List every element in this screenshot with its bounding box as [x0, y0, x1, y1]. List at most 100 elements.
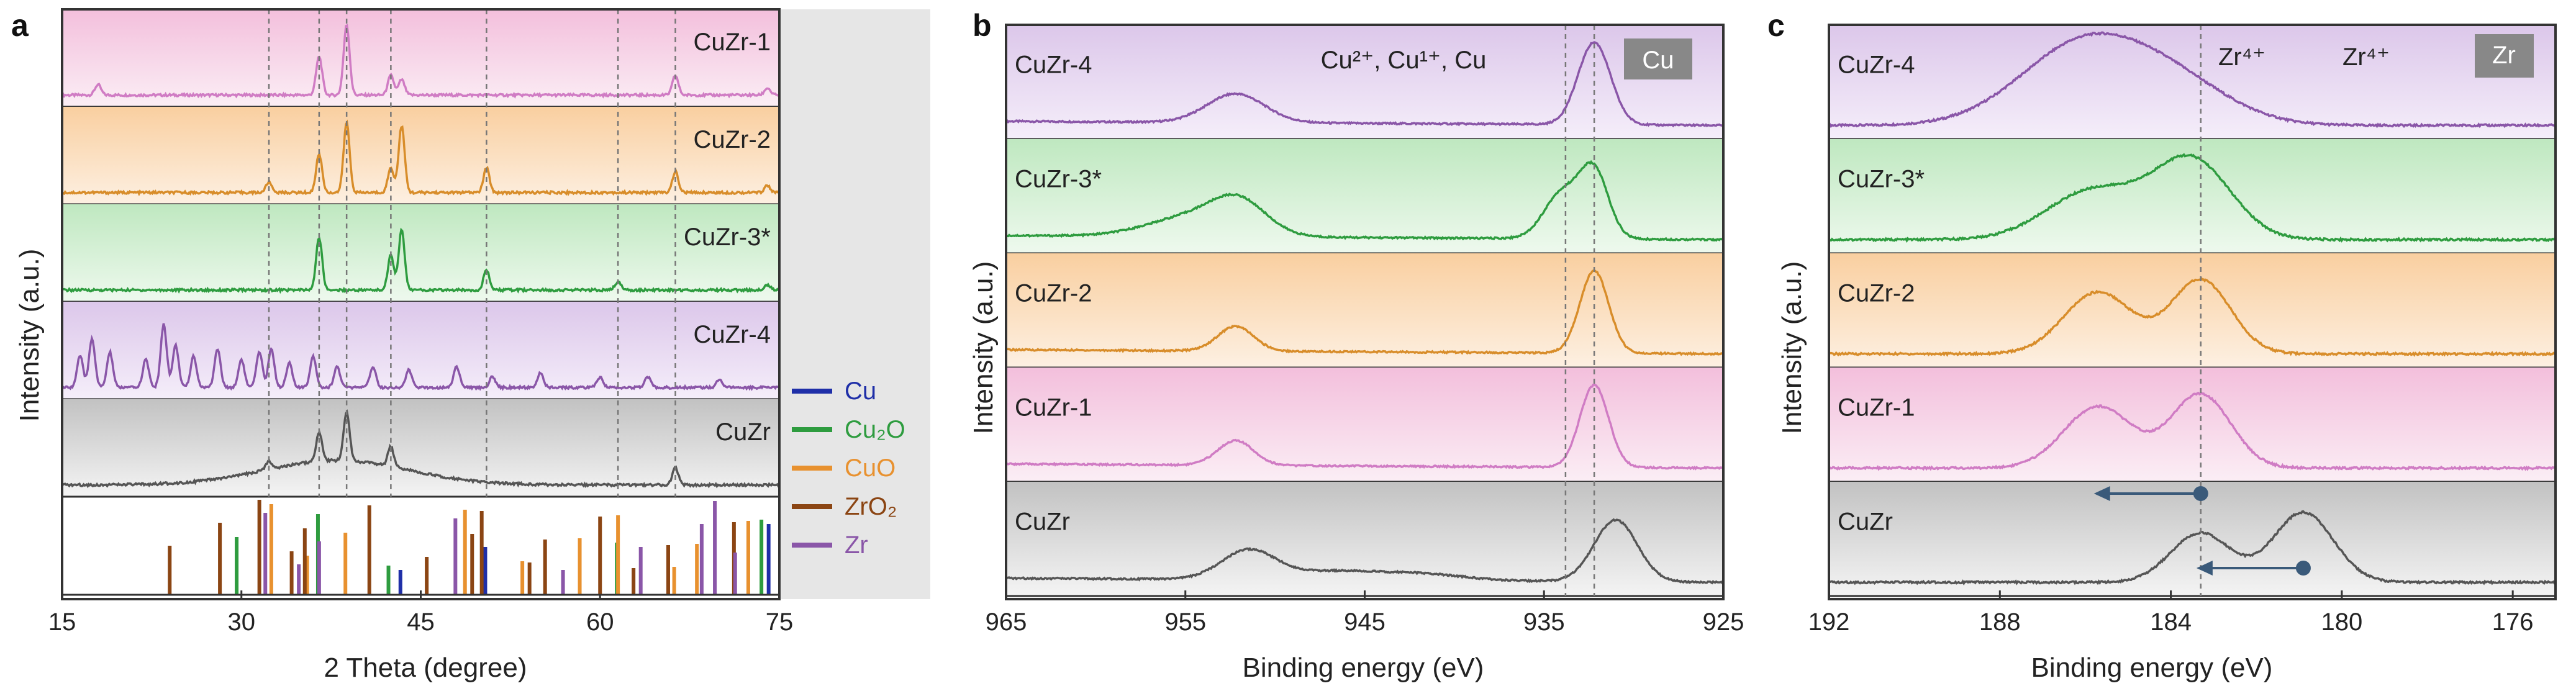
series-line-CuZr — [1828, 510, 2556, 586]
series-label: CuZr-4 — [1015, 51, 1092, 78]
series-label: CuZr-2 — [1015, 279, 1092, 307]
x-tick-label: 188 — [1979, 608, 2021, 636]
series-line-CuZr — [1005, 518, 1724, 585]
oxidation-state-annotation: Cu²⁺, Cu¹⁺, Cu — [1321, 47, 1487, 74]
x-tick-label: 935 — [1523, 608, 1565, 636]
panel-letter-b: b — [973, 8, 992, 43]
reference-bar-ZrO₂ — [289, 551, 294, 595]
panel-c-zr-xps: CuZr-4 CuZr-3* CuZr-2 CuZr-1 CuZr 192 188 184 18… — [1808, 24, 2557, 636]
reference-bar-ZrO₂ — [218, 523, 222, 595]
series-line-CuZr-1 — [1005, 383, 1724, 471]
series-line-CuZr-3* — [1005, 160, 1724, 242]
series-line-CuZr-1 — [61, 24, 781, 99]
band-CuZr-4 — [1006, 25, 1723, 139]
x-tick-label: 192 — [1808, 608, 1850, 636]
series-label: CuZr — [715, 418, 771, 446]
series-line-CuZr-4 — [1005, 41, 1725, 128]
band-CuZr-4 — [1829, 25, 2556, 139]
shift-arrow-lower-dot — [2295, 561, 2311, 576]
band-CuZr-1 — [1829, 368, 2556, 482]
series-line-CuZr-3* — [61, 227, 781, 294]
reference-bar-Zr — [453, 518, 458, 595]
reference-bar-Zr — [297, 564, 301, 595]
x-tick-label: 945 — [1344, 608, 1386, 636]
panel-letter-a: a — [11, 8, 29, 43]
reference-bar-ZrO₂ — [425, 557, 429, 595]
reference-bar-CuO — [672, 567, 676, 595]
reference-bar-CuO — [695, 544, 699, 595]
panel-b-ylabel: Intensity (a.u.) — [968, 261, 999, 435]
series-line-CuZr-2 — [1006, 269, 1724, 356]
reference-bar-ZrO₂ — [598, 517, 602, 595]
series-line-CuZr-3* — [1828, 153, 2556, 243]
reference-bar-Cu — [483, 547, 488, 595]
reference-bar-ZrO₂ — [257, 500, 261, 595]
band-CuZr-1 — [1006, 368, 1723, 482]
reference-bar-Zr — [699, 524, 704, 595]
x-tick-label: 180 — [2321, 608, 2363, 636]
series-line-CuZr-4 — [1828, 31, 2557, 129]
series-line-CuZr — [61, 409, 781, 489]
band-CuZr-2 — [1829, 253, 2556, 368]
series-label: CuZr-1 — [1015, 394, 1092, 421]
series-label: CuZr-2 — [1838, 279, 1915, 307]
legend-label-CuO: CuO — [845, 454, 896, 482]
x-tick-label: 60 — [586, 608, 614, 636]
legend-background — [781, 9, 930, 599]
series-label: CuZr-3* — [684, 224, 771, 251]
plot-frame — [1828, 24, 2557, 600]
x-tick-label: 925 — [1703, 608, 1744, 636]
panel-b-cu-xps: CuZr-4 CuZr-3* CuZr-2 CuZr-1 CuZr 965 955 945 93… — [986, 24, 1744, 636]
cu-badge-text: Cu — [1642, 47, 1674, 74]
reference-bar-Zr — [733, 553, 737, 595]
reference-bar-CuO — [578, 538, 582, 595]
reference-bar-ZrO₂ — [302, 528, 307, 595]
legend-label-ZrO₂: ZrO₂ — [845, 493, 897, 520]
series-label: CuZr-3* — [1015, 165, 1102, 192]
shift-arrow-upper-head — [2093, 486, 2110, 501]
zr-annotation-left: Zr⁴⁺ — [2218, 43, 2265, 71]
reference-bar-ZrO₂ — [527, 562, 532, 595]
series-label: CuZr-3* — [1838, 165, 1925, 192]
reference-bar-Cu₂O — [760, 520, 764, 595]
reference-bar-ZrO₂ — [470, 534, 474, 595]
reference-bar-Cu — [398, 570, 402, 595]
series-label: CuZr-4 — [694, 321, 771, 348]
x-tick-label: 184 — [2150, 608, 2192, 636]
legend-label-Cu: Cu — [845, 377, 876, 405]
band-CuZr — [1829, 482, 2556, 596]
x-tick-label: 15 — [48, 608, 76, 636]
panel-a-xlabel: 2 Theta (degree) — [324, 653, 527, 683]
reference-bar-Cu₂O — [386, 566, 391, 595]
shift-arrow-lower-head — [2196, 561, 2213, 576]
legend-label-Cu₂O: Cu₂O — [845, 416, 905, 443]
zr-badge-text: Zr — [2492, 42, 2516, 69]
reference-bar-Cu₂O — [235, 537, 239, 595]
cu-badge — [1624, 38, 1692, 79]
reference-bar-ZrO₂ — [367, 505, 371, 595]
reference-bar-CuO — [520, 561, 525, 595]
reference-bar-ZrO₂ — [168, 546, 172, 595]
band-CuZr-1 — [62, 9, 779, 107]
reference-bar-CuO — [616, 515, 620, 595]
band-CuZr-3* — [1829, 139, 2556, 253]
reference-bar-Zr — [638, 547, 643, 595]
band-CuZr-2 — [1006, 253, 1723, 368]
panel-c-xlabel: Binding energy (eV) — [2031, 653, 2273, 683]
reference-bar-ZrO₂ — [543, 540, 547, 595]
reference-bar-Zr — [713, 501, 717, 595]
panel-c-ylabel: Intensity (a.u.) — [1777, 261, 1807, 435]
x-tick-label: 955 — [1164, 608, 1206, 636]
band-CuZr-2 — [62, 107, 779, 204]
x-tick-label: 75 — [766, 608, 794, 636]
series-label: CuZr — [1015, 508, 1070, 535]
series-line-CuZr-1 — [1828, 391, 2556, 471]
legend-label-Zr: Zr — [845, 531, 868, 559]
reference-bar-Zr — [561, 570, 565, 595]
reference-bar-Zr — [263, 513, 268, 595]
reference-bar-CuO — [343, 533, 348, 595]
panel-b-xlabel: Binding energy (eV) — [1243, 653, 1484, 683]
series-label: CuZr-4 — [1838, 51, 1915, 78]
